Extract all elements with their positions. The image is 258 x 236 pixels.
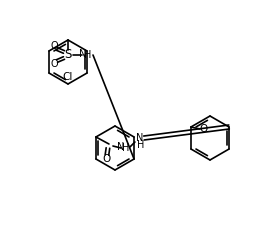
Text: N: N [79,49,87,59]
Text: H: H [122,143,130,153]
Text: O: O [50,41,58,51]
Text: N: N [136,133,144,143]
Text: O: O [50,59,58,69]
Text: O: O [103,154,111,164]
Text: N: N [117,142,125,152]
Text: S: S [64,49,72,62]
Text: Cl: Cl [63,72,73,82]
Text: H: H [137,140,145,150]
Text: O: O [200,124,208,134]
Text: H: H [84,50,92,60]
